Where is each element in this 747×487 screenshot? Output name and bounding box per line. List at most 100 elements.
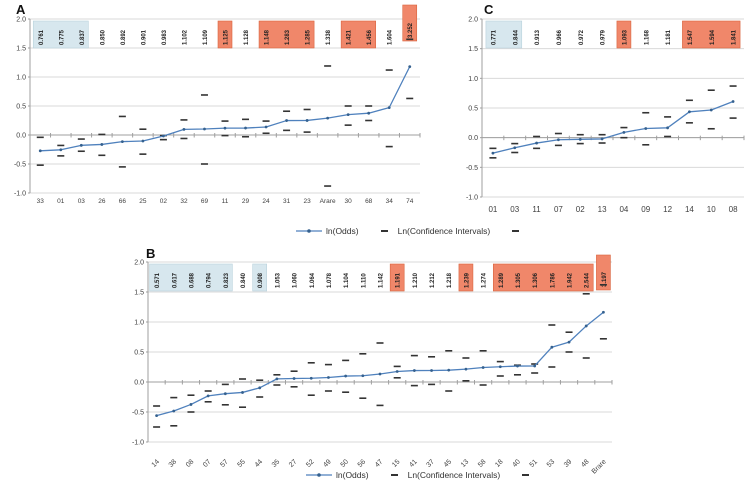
dash-marker-icon (380, 230, 388, 232)
svg-text:1.283: 1.283 (285, 29, 291, 45)
svg-text:1.604: 1.604 (388, 29, 394, 45)
chart-panel-a: 2.01.51.00.50.0-0.5-1.00.761 0.775 0.837 0.… (14, 4, 421, 205)
svg-text:Arare: Arare (320, 198, 336, 205)
svg-text:01: 01 (57, 198, 65, 205)
svg-text:0.0: 0.0 (468, 135, 478, 142)
axes (481, 19, 745, 197)
svg-text:1.338: 1.338 (326, 29, 332, 45)
svg-text:0.5: 0.5 (134, 350, 144, 357)
legend-a: ln(Odds) Ln(Confidence Intervals) (296, 226, 529, 236)
svg-text:0.901: 0.901 (141, 29, 147, 45)
svg-text:-0.5: -0.5 (14, 162, 26, 169)
svg-text:1.102: 1.102 (182, 29, 188, 45)
svg-text:0.5: 0.5 (468, 106, 478, 113)
svg-text:07: 07 (554, 205, 563, 214)
odds-label-boxes (149, 254, 611, 292)
svg-text:68: 68 (365, 198, 373, 205)
svg-text:1.841: 1.841 (732, 29, 738, 45)
svg-text:44: 44 (254, 458, 265, 469)
svg-text:51: 51 (529, 458, 540, 469)
svg-text:1.274: 1.274 (482, 272, 488, 288)
svg-text:55: 55 (236, 458, 247, 469)
svg-text:1.594: 1.594 (710, 29, 716, 45)
confidence-interval-markers (153, 283, 607, 428)
svg-text:1.289: 1.289 (499, 272, 505, 288)
svg-text:39: 39 (563, 458, 574, 469)
svg-text:0.892: 0.892 (121, 29, 127, 45)
svg-text:2.0: 2.0 (134, 260, 144, 267)
svg-text:0.823: 0.823 (224, 272, 230, 288)
svg-text:1.181: 1.181 (666, 29, 672, 45)
svg-text:2.544: 2.544 (585, 272, 591, 288)
svg-text:1.060: 1.060 (293, 272, 299, 288)
svg-text:1.128: 1.128 (244, 29, 250, 45)
svg-text:3.252: 3.252 (408, 22, 414, 38)
svg-text:1.168: 1.168 (644, 29, 650, 45)
svg-text:07: 07 (202, 458, 213, 469)
svg-text:0.913: 0.913 (535, 29, 541, 45)
svg-text:14: 14 (685, 205, 694, 214)
legend-label-ci: Ln(Confidence Intervals) (407, 470, 501, 480)
svg-text:35: 35 (271, 458, 282, 469)
svg-text:1.078: 1.078 (327, 272, 333, 288)
svg-text:1.786: 1.786 (550, 272, 556, 288)
svg-text:1.285: 1.285 (306, 29, 312, 45)
legend-label-odds: ln(Odds) (326, 226, 359, 236)
odds-value-labels: 0.571 0.617 0.688 0.794 0.823 0.840 0.908 1.053… (155, 271, 608, 288)
svg-text:Brare: Brare (591, 458, 608, 475)
svg-text:33: 33 (37, 198, 45, 205)
y-axis-labels: 2.0 1.5 1.0 0.5 0.0 -0.5 -1.0 (14, 17, 26, 198)
svg-text:49: 49 (322, 458, 333, 469)
y-axis-labels: 2.0 1.5 1.0 0.5 0.0 -0.5 -1.0 (132, 260, 144, 447)
svg-text:11: 11 (222, 198, 229, 205)
svg-text:14: 14 (151, 458, 162, 469)
svg-text:1.456: 1.456 (367, 29, 373, 45)
svg-text:1.5: 1.5 (468, 46, 478, 53)
svg-text:1.942: 1.942 (568, 272, 574, 288)
svg-text:0.771: 0.771 (491, 29, 497, 45)
svg-text:34: 34 (386, 198, 394, 205)
svg-text:18: 18 (494, 458, 505, 469)
ln-odds-line (491, 100, 735, 155)
svg-text:25: 25 (139, 198, 147, 205)
svg-text:1.5: 1.5 (134, 290, 144, 297)
svg-text:0.837: 0.837 (80, 29, 86, 45)
svg-text:1.109: 1.109 (203, 29, 209, 45)
svg-text:1.0: 1.0 (468, 76, 478, 83)
svg-text:1.110: 1.110 (361, 273, 367, 288)
svg-text:29: 29 (242, 198, 250, 205)
svg-text:31: 31 (283, 198, 291, 205)
svg-text:1.210: 1.210 (413, 272, 419, 288)
svg-text:10: 10 (707, 205, 716, 214)
line-marker-icon (306, 471, 332, 479)
legend-b: ln(Odds) Ln(Confidence Intervals) (306, 470, 539, 480)
svg-text:08: 08 (185, 458, 196, 469)
svg-text:50: 50 (340, 458, 351, 469)
svg-text:15: 15 (391, 458, 402, 469)
svg-text:-1.0: -1.0 (132, 440, 144, 447)
svg-text:-0.5: -0.5 (132, 410, 144, 417)
svg-text:1.053: 1.053 (275, 272, 281, 288)
svg-text:48: 48 (580, 458, 591, 469)
legend-label-ci: Ln(Confidence Intervals) (397, 226, 491, 236)
svg-text:0.571: 0.571 (155, 272, 161, 288)
svg-text:0.850: 0.850 (100, 29, 106, 45)
svg-text:0.844: 0.844 (513, 29, 519, 45)
svg-text:04: 04 (619, 205, 628, 214)
svg-text:1.239: 1.239 (464, 272, 470, 288)
svg-text:0.840: 0.840 (241, 272, 247, 288)
svg-text:40: 40 (511, 458, 522, 469)
svg-text:02: 02 (160, 198, 168, 205)
svg-text:23: 23 (303, 198, 311, 205)
svg-text:13: 13 (460, 458, 471, 469)
svg-text:1.547: 1.547 (688, 29, 694, 45)
svg-text:1.064: 1.064 (310, 272, 316, 288)
svg-text:0.972: 0.972 (579, 29, 585, 45)
svg-text:1.0: 1.0 (134, 320, 144, 327)
svg-text:52: 52 (305, 458, 316, 469)
svg-text:09: 09 (641, 205, 650, 214)
dash-marker-icon (390, 474, 398, 476)
svg-text:0.794: 0.794 (207, 272, 213, 288)
confidence-interval-markers (36, 38, 414, 187)
